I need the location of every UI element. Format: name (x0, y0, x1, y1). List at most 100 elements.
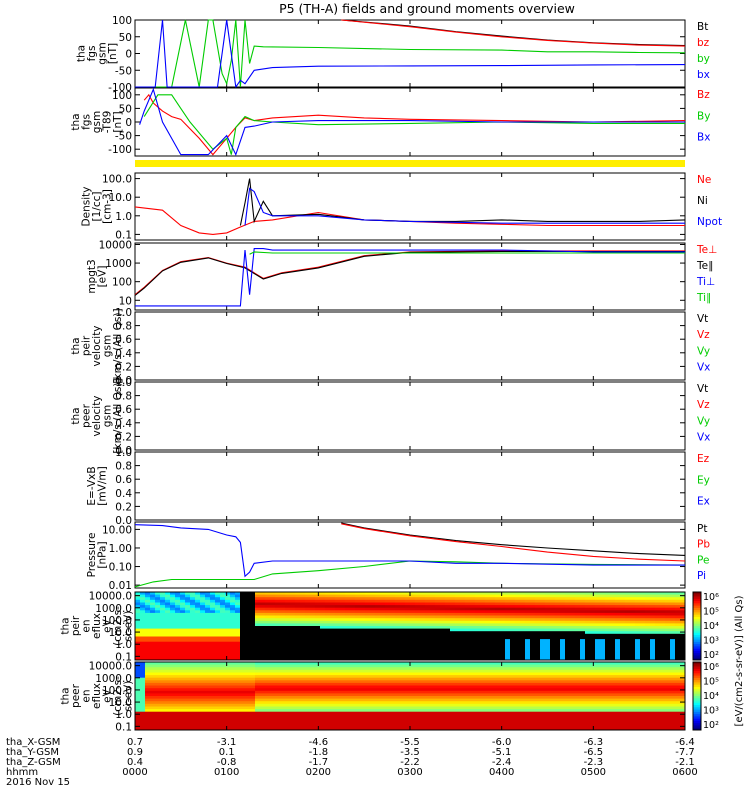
heatmap-cell (265, 607, 271, 611)
heatmap-cell (435, 727, 441, 731)
heatmap-cell (335, 724, 341, 728)
heatmap-cell (425, 693, 431, 697)
heatmap-cell (600, 636, 606, 640)
heatmap-cell (400, 657, 406, 661)
heatmap-cell (515, 641, 521, 645)
heatmap-cell (315, 698, 321, 702)
heatmap-cell (560, 612, 566, 616)
heatmap-cell (270, 592, 276, 595)
heatmap-cell (515, 597, 521, 601)
heatmap-cell (460, 662, 466, 665)
heatmap-cell (380, 607, 386, 611)
heatmap-cell (620, 639, 626, 643)
heatmap-cell (305, 696, 311, 699)
heatmap-cell (255, 719, 261, 723)
heatmap-cell (385, 716, 391, 720)
heatmap-cell (355, 620, 361, 624)
heatmap-cell (410, 685, 416, 689)
heatmap-cell (650, 628, 656, 632)
heatmap-cell (655, 639, 661, 643)
heatmap-cell (255, 669, 261, 673)
heatmap-cell (635, 599, 641, 603)
heatmap-cell (410, 703, 416, 707)
heatmap-cell (445, 597, 451, 601)
heatmap-cell (185, 618, 191, 622)
heatmap-cell (555, 592, 561, 595)
heatmap-cell (335, 701, 341, 705)
heatmap-cell (195, 719, 201, 723)
heatmap-cell (595, 610, 601, 614)
heatmap-cell (240, 722, 246, 726)
heatmap-cell (350, 657, 356, 661)
heatmap-cell (535, 610, 541, 614)
heatmap-cell (135, 719, 141, 723)
heatmap-cell (560, 636, 566, 640)
heatmap-cell (345, 724, 351, 728)
heatmap-cell (280, 680, 286, 684)
heatmap-cell (540, 610, 546, 614)
heatmap-cell (250, 623, 256, 627)
heatmap-cell (140, 620, 146, 624)
heatmap-cell (485, 615, 491, 619)
heatmap-cell (615, 607, 621, 611)
heatmap-cell (460, 639, 466, 643)
y-tick-label: 100 (112, 90, 132, 102)
heatmap-cell (360, 618, 366, 622)
heatmap-cell (215, 597, 221, 601)
heatmap-cell (135, 698, 141, 702)
heatmap-cell (575, 649, 581, 653)
heatmap-cell (340, 644, 346, 648)
heatmap-cell (350, 716, 356, 720)
heatmap-cell (480, 618, 486, 622)
heatmap-cell (220, 615, 226, 619)
heatmap-cell (600, 654, 606, 658)
heatmap-cell (460, 682, 466, 686)
y-tick-label: 0.6 (115, 404, 132, 416)
heatmap-cell (345, 716, 351, 720)
heatmap-cell (420, 727, 426, 731)
legend-entry: By (697, 110, 710, 122)
heatmap-cell (155, 649, 161, 653)
heatmap-cell (645, 605, 651, 609)
heatmap-cell (330, 685, 336, 689)
heatmap-cell (160, 677, 166, 681)
heatmap-cell (195, 652, 201, 656)
heatmap-cell (435, 680, 441, 684)
heatmap-cell (505, 620, 511, 624)
heatmap-cell (515, 649, 521, 653)
heatmap-cell (350, 680, 356, 684)
heatmap-cell (555, 636, 561, 640)
heatmap-cell (465, 597, 471, 601)
heatmap-cell (450, 607, 456, 611)
heatmap-cell (400, 602, 406, 606)
heatmap-cell (565, 654, 571, 658)
heatmap-cell (430, 682, 436, 686)
heatmap-cell (355, 696, 361, 699)
heatmap-cell (470, 631, 476, 635)
heatmap-cell (320, 703, 326, 707)
heatmap-cell (630, 626, 636, 629)
heatmap-cell (150, 722, 156, 726)
heatmap-cell (540, 615, 546, 619)
heatmap-cell (260, 633, 266, 637)
heatmap-cell (455, 615, 461, 619)
heatmap-cell (390, 654, 396, 658)
heatmap-cell (245, 623, 251, 627)
heatmap-cell (285, 592, 291, 595)
heatmap-cell (485, 612, 491, 616)
heatmap-cell (450, 652, 456, 656)
heatmap-cell (305, 680, 311, 684)
heatmap-cell (615, 605, 621, 609)
heatmap-cell (655, 649, 661, 653)
heatmap-cell (240, 599, 246, 603)
heatmap-cell (565, 597, 571, 601)
heatmap-cell (290, 716, 296, 720)
heatmap-cell (345, 605, 351, 609)
heatmap-cell (470, 703, 476, 707)
heatmap-cell (405, 597, 411, 601)
heatmap-cell (490, 615, 496, 619)
heatmap-cell (385, 703, 391, 707)
heatmap-cell (355, 719, 361, 723)
heatmap-cell (455, 612, 461, 616)
heatmap-cell (460, 631, 466, 635)
